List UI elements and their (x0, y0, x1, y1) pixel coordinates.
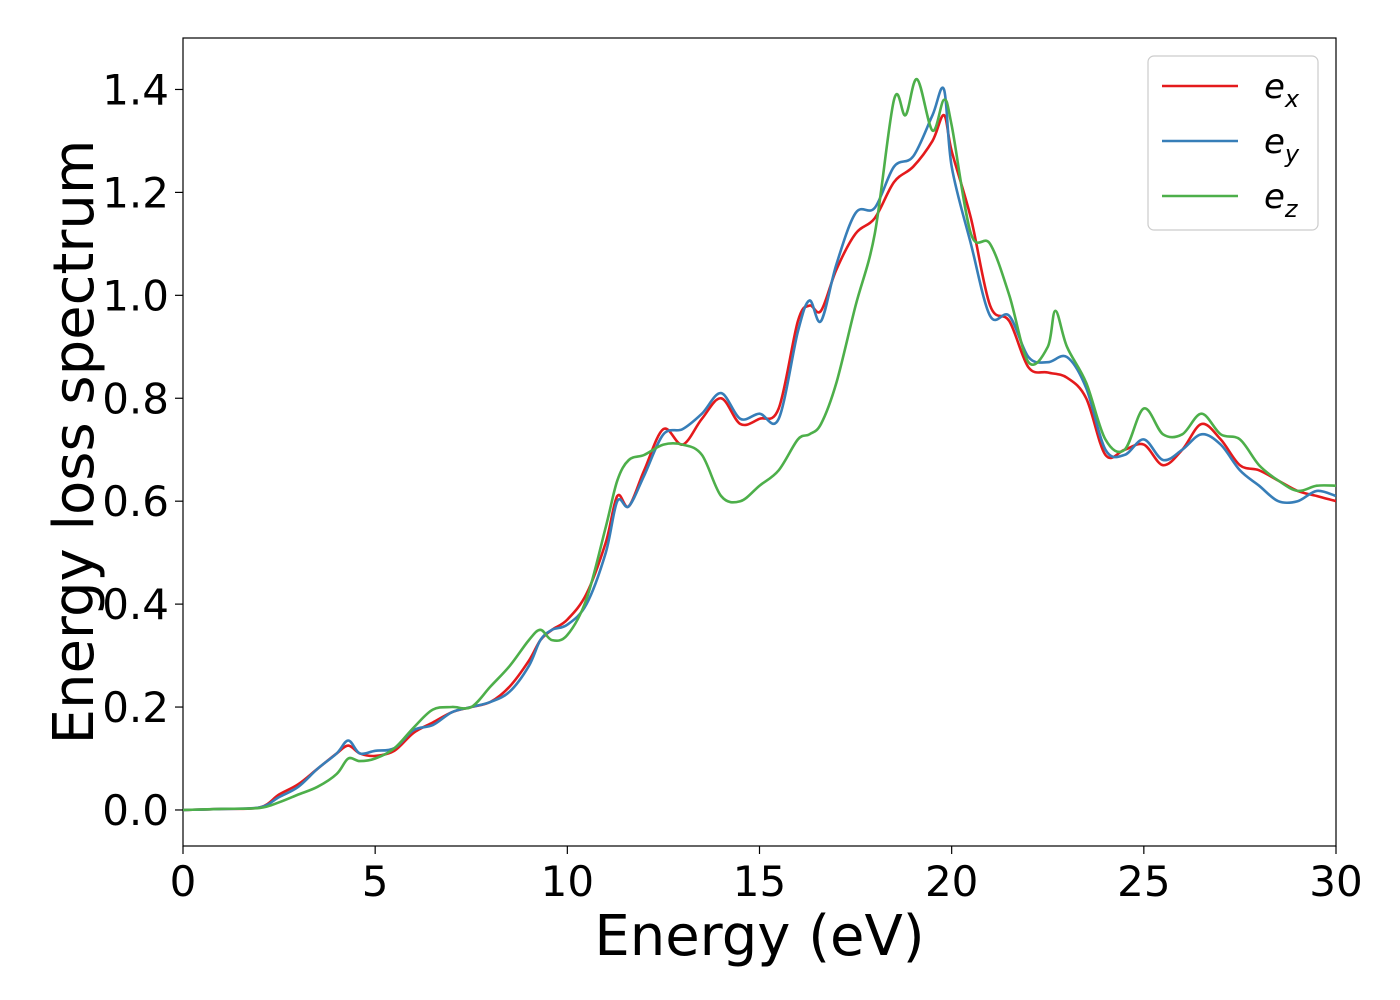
x-axis: 0 5 10 15 20 25 30 (170, 846, 1363, 906)
x-axis-label: Energy (eV) (594, 904, 924, 969)
legend-box (1147, 55, 1319, 231)
legend-label-ez: ez (1264, 177, 1299, 223)
y-tick-label: 0.2 (102, 683, 169, 732)
x-tick-label: 5 (362, 857, 389, 906)
x-tick-label: 30 (1309, 857, 1362, 906)
y-tick-label: 0.6 (102, 477, 169, 526)
x-tick-label: 15 (733, 857, 786, 906)
y-axis: 0.0 0.2 0.4 0.6 0.8 1.0 1.2 1.4 (102, 65, 183, 835)
legend-label-ey: ey (1264, 122, 1300, 168)
y-tick-label: 0.0 (102, 786, 169, 835)
y-tick-label: 1.4 (102, 65, 169, 114)
y-tick-label: 0.4 (102, 580, 169, 629)
x-tick-label: 20 (925, 857, 978, 906)
y-tick-label: 1.2 (102, 168, 169, 217)
series-line-ez (183, 77, 1336, 812)
y-tick-label: 0.8 (102, 374, 169, 423)
x-tick-label: 0 (170, 857, 197, 906)
y-axis-label: Energy loss spectrum (42, 140, 107, 745)
legend-label-ex: ex (1264, 67, 1300, 113)
series-line-ex (183, 113, 1336, 812)
legend: ex ey ez (1147, 55, 1319, 231)
x-tick-label: 10 (541, 857, 594, 906)
y-tick-label: 1.0 (102, 271, 169, 320)
series-layer (183, 77, 1336, 812)
x-tick-label: 25 (1117, 857, 1170, 906)
